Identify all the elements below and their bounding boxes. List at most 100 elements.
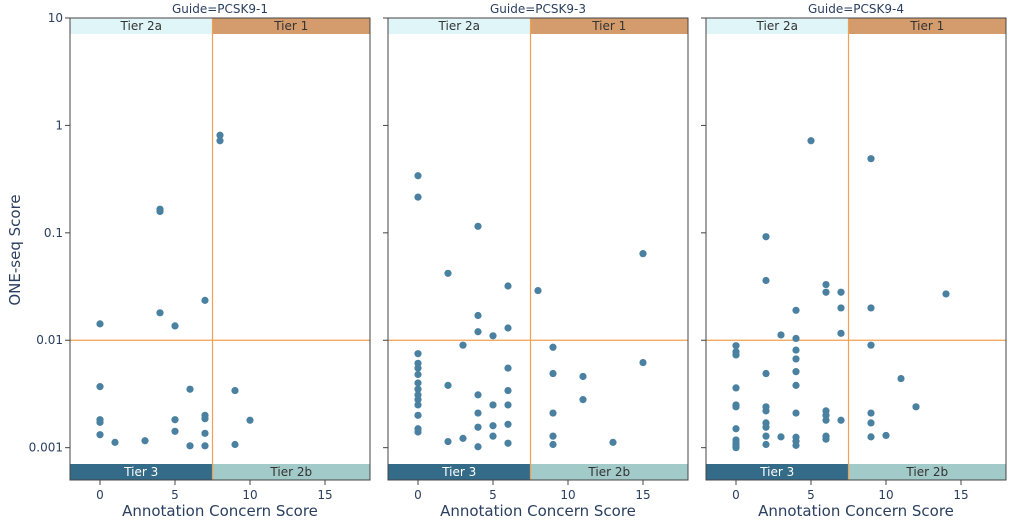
data-point[interactable]: [549, 369, 557, 378]
data-point[interactable]: [822, 288, 830, 296]
data-point[interactable]: [837, 288, 845, 296]
data-point[interactable]: [897, 374, 905, 383]
data-point[interactable]: [444, 269, 452, 277]
data-point[interactable]: [489, 332, 497, 340]
data-point[interactable]: [489, 401, 497, 409]
data-point[interactable]: [867, 433, 875, 441]
data-point[interactable]: [504, 386, 512, 395]
data-point[interactable]: [96, 431, 104, 439]
data-point[interactable]: [414, 364, 422, 372]
data-point[interactable]: [792, 441, 800, 449]
data-point[interactable]: [171, 427, 179, 435]
data-point[interactable]: [171, 322, 179, 330]
data-point[interactable]: [504, 439, 512, 447]
data-point[interactable]: [609, 438, 617, 446]
data-point[interactable]: [732, 425, 740, 433]
data-point[interactable]: [732, 403, 740, 411]
data-point[interactable]: [762, 407, 770, 415]
data-point[interactable]: [201, 415, 209, 423]
data-point[interactable]: [201, 442, 209, 450]
data-point[interactable]: [792, 334, 800, 343]
data-point[interactable]: [201, 429, 209, 437]
data-point[interactable]: [186, 442, 194, 450]
data-point[interactable]: [186, 385, 194, 393]
data-point[interactable]: [732, 384, 740, 392]
data-point[interactable]: [942, 290, 950, 298]
data-point[interactable]: [504, 324, 512, 332]
data-point[interactable]: [867, 409, 875, 417]
data-point[interactable]: [912, 403, 920, 411]
data-point[interactable]: [414, 385, 422, 393]
data-point[interactable]: [216, 137, 224, 145]
data-point[interactable]: [549, 432, 557, 440]
data-point[interactable]: [414, 401, 422, 409]
data-point[interactable]: [732, 351, 740, 359]
data-point[interactable]: [792, 368, 800, 376]
data-point[interactable]: [549, 440, 557, 449]
data-point[interactable]: [474, 443, 482, 451]
data-point[interactable]: [444, 437, 452, 446]
data-point[interactable]: [762, 440, 770, 449]
data-point[interactable]: [156, 207, 164, 216]
data-point[interactable]: [549, 409, 557, 417]
data-point[interactable]: [867, 419, 875, 427]
data-point[interactable]: [459, 341, 467, 349]
data-point[interactable]: [837, 329, 845, 337]
data-point[interactable]: [777, 433, 785, 441]
data-point[interactable]: [882, 431, 890, 440]
data-point[interactable]: [777, 331, 785, 339]
data-point[interactable]: [231, 440, 239, 449]
data-point[interactable]: [474, 222, 482, 230]
data-point[interactable]: [534, 286, 542, 295]
data-point[interactable]: [504, 401, 512, 409]
data-point[interactable]: [822, 416, 830, 424]
data-point[interactable]: [171, 416, 179, 424]
data-point[interactable]: [639, 358, 647, 367]
data-point[interactable]: [246, 416, 254, 424]
data-point[interactable]: [867, 341, 875, 349]
data-point[interactable]: [792, 306, 800, 314]
data-point[interactable]: [414, 428, 422, 436]
data-point[interactable]: [474, 328, 482, 336]
data-point[interactable]: [792, 355, 800, 363]
data-point[interactable]: [822, 435, 830, 443]
data-point[interactable]: [216, 131, 224, 139]
data-point[interactable]: [474, 409, 482, 417]
data-point[interactable]: [837, 304, 845, 312]
data-point[interactable]: [762, 369, 770, 378]
data-point[interactable]: [201, 296, 209, 304]
data-point[interactable]: [96, 418, 104, 426]
data-point[interactable]: [414, 379, 422, 387]
data-point[interactable]: [579, 396, 587, 404]
data-point[interactable]: [549, 343, 557, 351]
data-point[interactable]: [792, 346, 800, 354]
data-point[interactable]: [489, 422, 497, 430]
data-point[interactable]: [579, 372, 587, 381]
data-point[interactable]: [414, 172, 422, 180]
data-point[interactable]: [414, 370, 422, 379]
data-point[interactable]: [414, 411, 422, 419]
data-point[interactable]: [156, 309, 164, 317]
data-point[interactable]: [732, 444, 740, 452]
data-point[interactable]: [444, 381, 452, 389]
data-point[interactable]: [867, 155, 875, 163]
data-point[interactable]: [474, 391, 482, 399]
data-point[interactable]: [414, 396, 422, 404]
data-point[interactable]: [504, 420, 512, 428]
data-point[interactable]: [822, 280, 830, 289]
data-point[interactable]: [807, 137, 815, 145]
data-point[interactable]: [231, 386, 239, 395]
data-point[interactable]: [504, 282, 512, 290]
data-point[interactable]: [837, 416, 845, 424]
data-point[interactable]: [414, 350, 422, 358]
data-point[interactable]: [111, 438, 119, 446]
data-point[interactable]: [762, 233, 770, 241]
data-point[interactable]: [762, 423, 770, 431]
data-point[interactable]: [141, 437, 149, 445]
data-point[interactable]: [504, 364, 512, 372]
data-point[interactable]: [792, 409, 800, 417]
data-point[interactable]: [489, 432, 497, 440]
data-point[interactable]: [867, 304, 875, 312]
data-point[interactable]: [96, 320, 104, 328]
data-point[interactable]: [639, 250, 647, 258]
